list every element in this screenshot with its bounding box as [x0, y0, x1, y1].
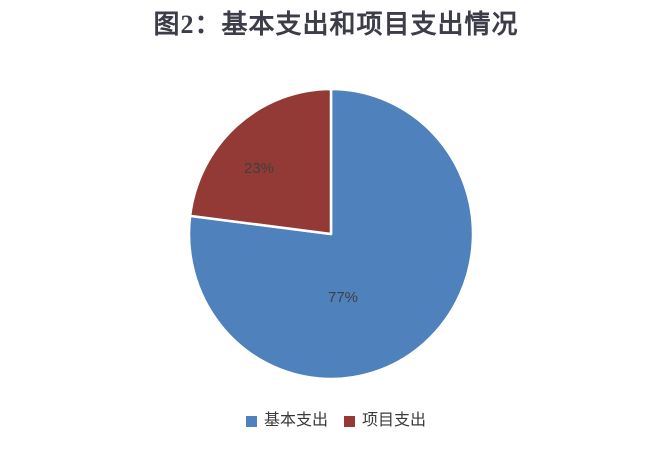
legend-item-project-expenditure: 项目支出: [344, 413, 426, 429]
legend-label-basic-expenditure: 基本支出: [263, 412, 328, 429]
legend-label-project-expenditure: 项目支出: [362, 412, 427, 429]
legend-item-basic-expenditure: 基本支出: [245, 412, 328, 429]
legend-swatch-basic-expenditure-icon: [245, 415, 257, 427]
pie-slice-project-expenditure: [188, 87, 333, 236]
legend: 基本支出 项目支出: [0, 413, 672, 429]
pie-slice-basic-expenditure: [187, 87, 475, 381]
legend-swatch-project-expenditure-icon: [344, 415, 355, 427]
chart-title: 图2：基本支出和项目支出情况: [153, 10, 519, 39]
pie-data-label-0: 77%: [328, 289, 358, 306]
pie-data-label-1: 23%: [244, 160, 274, 177]
